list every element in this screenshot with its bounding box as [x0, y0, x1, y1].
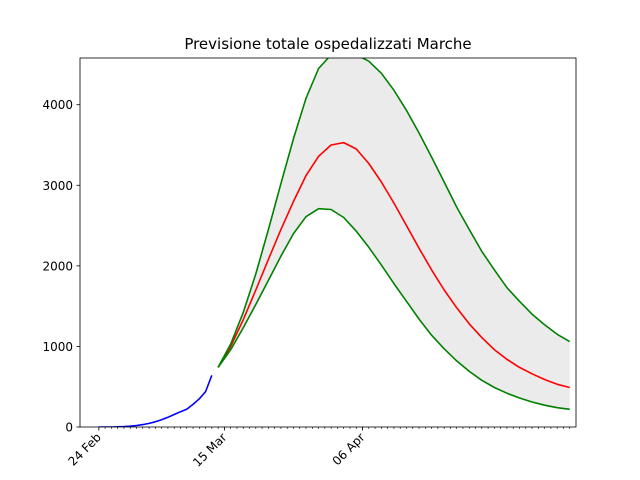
series-line-3 [217, 207, 570, 411]
chart-title: Previsione totale ospedalizzati Marche [184, 35, 471, 53]
x-tick-label: 15 Mar [190, 430, 229, 469]
series-line-1 [217, 141, 570, 389]
x-tick-label: 06 Apr [330, 430, 368, 468]
plot-frame [79, 57, 577, 428]
series-line-0 [98, 375, 213, 427]
y-tick-label: 1000 [42, 340, 73, 354]
series-layer [98, 58, 571, 427]
y-tick-label: 2000 [42, 259, 73, 273]
y-tick-label: 4000 [42, 98, 73, 112]
y-tick-label: 3000 [42, 179, 73, 193]
y-tick-label: 0 [65, 421, 73, 435]
x-tick-label: 24 Feb [66, 430, 104, 468]
confidence-band-layer [218, 58, 570, 410]
series-line-2 [217, 58, 571, 368]
confidence-band [218, 58, 570, 410]
